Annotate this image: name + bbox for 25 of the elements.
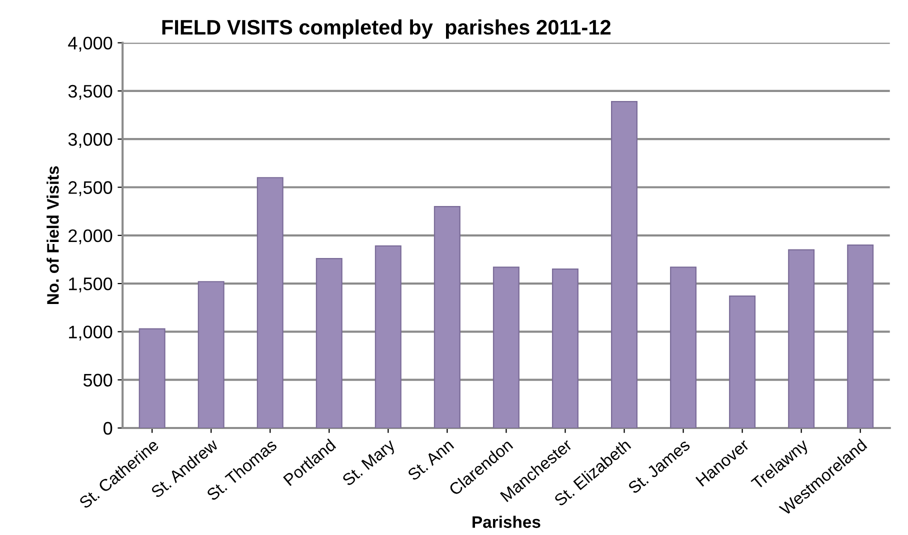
y-tick-label: 500 (83, 374, 112, 387)
y-axis-title: No. of Field Visits (46, 166, 59, 304)
bar (729, 296, 756, 428)
bar (434, 206, 460, 428)
bar (788, 249, 815, 428)
bar (198, 281, 224, 428)
y-tick-label: 4,000 (68, 36, 112, 52)
y-tick-label: 2,500 (68, 181, 112, 196)
y-tick-label: 1,000 (69, 326, 112, 341)
y-tick-label: 3,500 (68, 84, 112, 100)
bar (492, 266, 520, 428)
bar (552, 268, 578, 428)
chart-title: FIELD VISITS completed by parishes 2011-12 (162, 19, 611, 39)
y-tick-label: 2,000 (68, 229, 112, 244)
bar (847, 244, 874, 428)
y-tick-label: 1,500 (69, 277, 112, 292)
bar (138, 328, 166, 428)
bar (611, 100, 638, 428)
bar (374, 245, 402, 428)
bar (316, 258, 342, 428)
y-tick-label: 3,000 (68, 133, 112, 148)
x-axis-title: Parishes (472, 516, 540, 528)
bar (256, 177, 284, 428)
bar (670, 266, 697, 428)
y-tick-label: 0 (104, 422, 112, 435)
